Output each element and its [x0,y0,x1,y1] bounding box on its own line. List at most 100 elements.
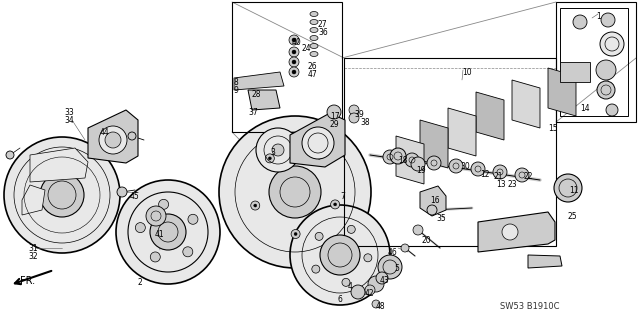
Text: FR.: FR. [20,276,35,286]
Text: 15: 15 [548,124,557,133]
Circle shape [269,166,321,218]
Circle shape [105,132,121,148]
Circle shape [364,254,372,262]
Polygon shape [476,92,504,140]
Text: 42: 42 [365,289,374,298]
Text: 8: 8 [233,78,237,87]
Circle shape [471,162,485,176]
Circle shape [290,205,390,305]
Bar [344,58,556,246]
Circle shape [40,173,84,217]
Circle shape [365,285,375,295]
Circle shape [493,165,507,179]
Polygon shape [30,148,88,182]
Text: 45: 45 [130,192,140,201]
Circle shape [312,265,320,273]
Circle shape [573,15,587,29]
Circle shape [600,32,624,56]
Circle shape [515,168,529,182]
Circle shape [150,252,160,262]
Circle shape [449,159,463,173]
Circle shape [272,144,284,156]
Text: 2: 2 [138,278,143,287]
Circle shape [554,174,582,202]
Circle shape [219,116,371,268]
Circle shape [390,148,406,164]
Circle shape [368,276,384,292]
Circle shape [342,278,350,286]
Text: 25: 25 [568,212,578,221]
Circle shape [135,223,145,233]
Polygon shape [528,255,562,268]
Text: 40: 40 [292,38,301,47]
Text: 48: 48 [376,302,386,311]
Bar [232,2,342,132]
Text: 37: 37 [248,108,258,117]
Text: 12: 12 [480,170,490,179]
Circle shape [331,200,340,209]
Circle shape [315,232,323,240]
Text: 36: 36 [318,28,328,37]
Circle shape [502,224,518,240]
Circle shape [251,201,260,210]
Circle shape [150,214,186,250]
Text: 44: 44 [100,128,109,137]
Text: 13: 13 [496,180,506,189]
Circle shape [348,225,355,234]
Circle shape [597,81,615,99]
Polygon shape [88,110,138,163]
Circle shape [333,203,337,206]
Circle shape [188,214,198,224]
Circle shape [320,235,360,275]
Circle shape [292,38,296,42]
Circle shape [349,105,359,115]
Polygon shape [234,72,284,90]
Text: 18: 18 [398,156,408,165]
Circle shape [292,70,296,74]
Bar [560,8,628,116]
Circle shape [376,272,388,284]
Ellipse shape [310,27,318,33]
Text: 10: 10 [462,68,472,77]
Circle shape [117,187,127,197]
Ellipse shape [310,35,318,41]
Polygon shape [290,113,345,167]
Circle shape [289,47,299,57]
Circle shape [253,204,257,207]
Text: 39: 39 [354,110,364,119]
Polygon shape [396,136,424,184]
Circle shape [99,126,127,154]
Text: 47: 47 [308,70,317,79]
Polygon shape [512,80,540,128]
Text: SW53 B1910C: SW53 B1910C [500,302,559,311]
Text: 11: 11 [569,186,579,195]
Bar [556,2,636,122]
Circle shape [302,127,334,159]
Circle shape [411,157,425,171]
Circle shape [289,67,299,77]
Circle shape [317,156,321,159]
Ellipse shape [310,11,318,17]
Text: 31: 31 [28,244,38,253]
Text: 5: 5 [394,264,399,273]
Text: 33: 33 [64,108,74,117]
Circle shape [6,151,14,159]
Text: 30: 30 [460,162,470,171]
Circle shape [606,104,618,116]
Circle shape [349,113,359,123]
Circle shape [268,157,271,160]
Text: 1: 1 [596,12,601,21]
Ellipse shape [310,43,318,48]
Polygon shape [420,120,448,168]
Circle shape [405,153,419,167]
Text: 26: 26 [308,62,317,71]
Text: 9: 9 [233,86,238,95]
Circle shape [372,300,380,308]
Circle shape [378,255,402,279]
Text: 24: 24 [302,44,312,53]
Text: 21: 21 [494,172,504,181]
Polygon shape [420,186,446,216]
Text: 20: 20 [422,236,431,245]
Text: 4: 4 [348,282,353,291]
Circle shape [289,57,299,67]
